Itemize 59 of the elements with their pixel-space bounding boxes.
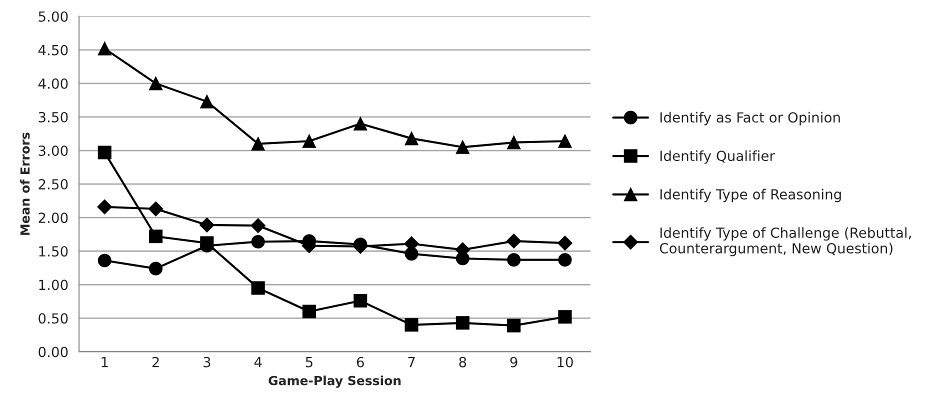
y-tick-label: 0.00	[38, 346, 68, 358]
point	[404, 247, 418, 261]
legend-label: Identify Qualifier	[660, 150, 775, 164]
point	[456, 316, 470, 330]
point	[302, 304, 316, 318]
y-tick-label: 2.00	[38, 212, 68, 224]
y-tick-label: 0.50	[38, 313, 68, 324]
y-tick-label: 1.00	[39, 280, 68, 290]
point	[354, 116, 368, 130]
point	[251, 137, 265, 151]
point	[251, 281, 265, 295]
x-tick-label: 3	[204, 356, 210, 368]
point	[558, 236, 572, 250]
x-tick-label: 5	[306, 357, 312, 368]
point	[98, 254, 112, 268]
point	[200, 94, 214, 108]
y-tick-label: 5.00	[38, 11, 68, 22]
point	[148, 201, 164, 216]
point	[251, 234, 265, 249]
x-tick-label: 9	[510, 356, 518, 368]
x-tick-label: 1	[102, 357, 108, 368]
point	[98, 42, 112, 56]
x-tick-label: 8	[459, 356, 466, 368]
point	[558, 253, 572, 267]
point	[507, 318, 521, 332]
x-tick-label: 7	[408, 357, 415, 368]
point	[200, 218, 214, 232]
x-tick-label: 2	[152, 356, 159, 368]
point	[558, 310, 572, 324]
x-tick-label: 6	[356, 356, 364, 368]
legend-label: Identify Type of Challenge (Rebuttal, Counterargument, New Question)	[660, 227, 911, 256]
point	[558, 134, 572, 148]
legend-label: Identify as Fact or Opinion	[660, 112, 840, 126]
point	[98, 146, 112, 160]
point	[506, 234, 522, 248]
x-tick-label: 10	[558, 356, 573, 368]
point	[149, 262, 163, 276]
point	[354, 294, 368, 308]
y-axis-title: Mean of Errors	[20, 132, 30, 235]
y-tick-label: 1.50	[39, 246, 68, 257]
point	[149, 76, 163, 90]
y-tick-label: 3.00	[38, 145, 68, 156]
x-tick-label: 4	[254, 357, 262, 368]
point	[456, 140, 470, 154]
x-axis-title: Game-Play Session	[268, 376, 401, 388]
point	[302, 134, 316, 148]
y-tick-label: 4.50	[38, 44, 68, 56]
point	[149, 230, 163, 244]
point	[507, 136, 521, 150]
y-tick-label: 3.50	[38, 112, 68, 122]
point	[404, 318, 418, 332]
y-tick-label: 4.00	[38, 78, 68, 89]
point	[250, 218, 266, 234]
point	[200, 236, 214, 250]
point	[97, 199, 112, 214]
y-tick-label: 2.50	[38, 179, 68, 190]
point	[507, 253, 521, 267]
point	[404, 132, 418, 146]
legend-label: Identify Type of Reasoning	[660, 188, 841, 202]
